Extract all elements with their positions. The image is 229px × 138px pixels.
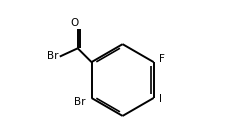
Text: O: O: [70, 18, 78, 28]
Text: Br: Br: [74, 97, 86, 107]
Text: I: I: [158, 94, 161, 104]
Text: F: F: [158, 54, 164, 64]
Text: Br: Br: [47, 51, 58, 61]
